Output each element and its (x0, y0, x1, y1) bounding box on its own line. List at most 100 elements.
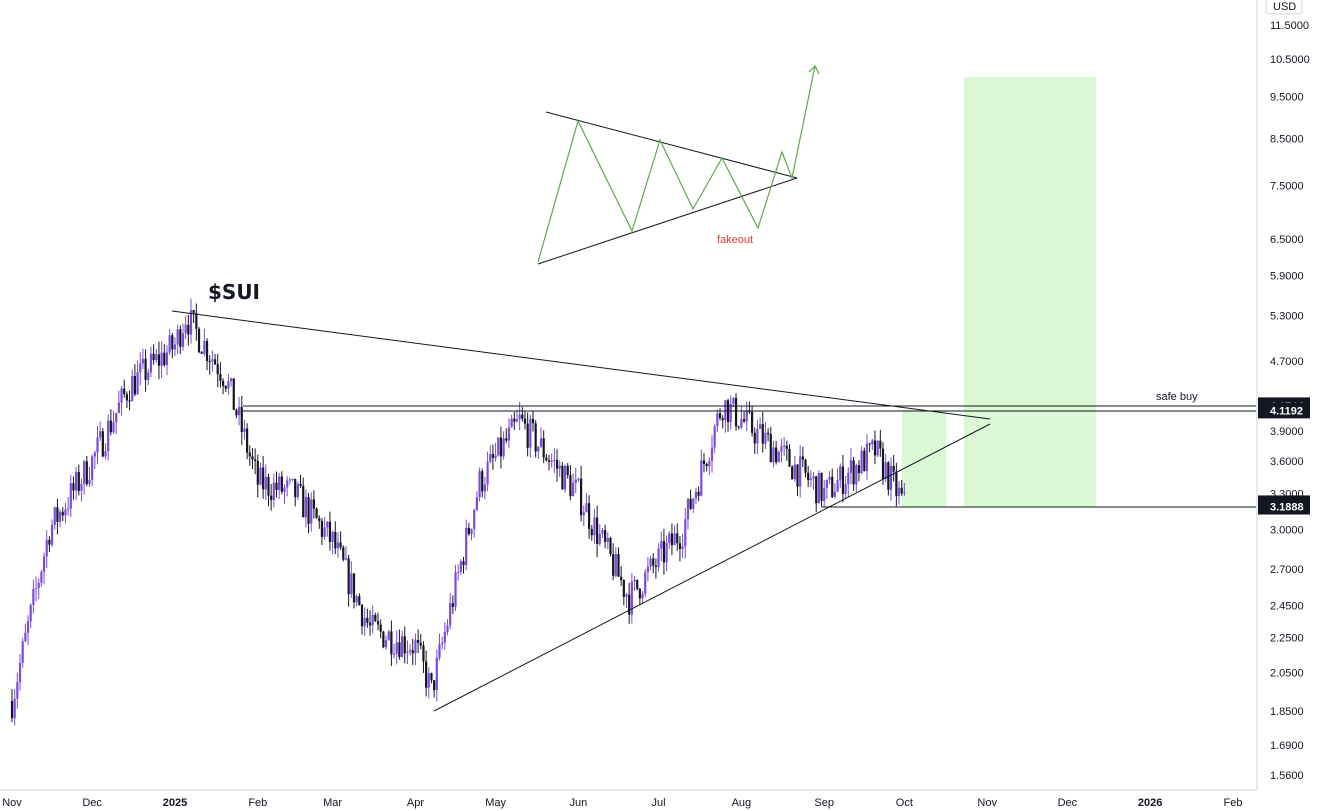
candle-body (742, 419, 746, 422)
candle-body (254, 459, 257, 461)
candle-body (83, 461, 86, 484)
candle-body (318, 518, 321, 522)
candle-body (537, 446, 540, 452)
candle-body (475, 497, 478, 510)
candle-body (900, 487, 903, 494)
candle-body (10, 700, 14, 719)
candle-body (470, 529, 473, 535)
candle-body (585, 503, 588, 513)
price-tick-label: 1.6900 (1270, 740, 1304, 752)
candle-body (732, 397, 735, 405)
candle-body (248, 452, 251, 457)
price-axis[interactable]: USD 11.5000 10.5000 9.5000 8.5000 7.5000 6.50… (1256, 0, 1310, 790)
candle-body (505, 438, 508, 441)
candle-body (272, 482, 275, 501)
candle-body (18, 662, 22, 683)
candle-body (181, 333, 185, 347)
candle-body (588, 503, 591, 529)
candle-body (323, 527, 326, 537)
candle-body (64, 509, 67, 516)
candle-body (144, 358, 147, 380)
candle-body (863, 450, 866, 472)
candle-body (681, 546, 684, 549)
candle-body (286, 480, 289, 488)
candle-body (881, 448, 885, 479)
candle-body (403, 636, 406, 654)
candle-body (521, 414, 524, 419)
candle-body (40, 571, 43, 583)
candle-body (612, 554, 615, 576)
time-tick-label: May (485, 797, 506, 809)
candle-body (820, 472, 823, 501)
candle-body (50, 524, 54, 545)
candle-body (550, 460, 553, 462)
candle-body (131, 376, 134, 402)
candle-body (569, 474, 572, 497)
candle-body (438, 644, 441, 658)
price-tick-label: 4.7000 (1270, 356, 1304, 368)
candle-body (622, 580, 625, 597)
candle-body (841, 466, 845, 494)
candle-body (756, 428, 759, 444)
candle-body (291, 478, 294, 480)
candle-body (825, 479, 828, 488)
candle-body (430, 673, 433, 681)
candle-body (636, 579, 639, 589)
candle-body (783, 445, 786, 447)
candle-body (761, 424, 764, 444)
candle-body (884, 462, 887, 479)
candle-body (716, 413, 719, 427)
candle-body (123, 388, 126, 395)
candle-body (176, 329, 179, 345)
candle-body (326, 521, 329, 528)
candle-body (310, 499, 313, 524)
candle-body (425, 661, 428, 688)
candle-body (515, 419, 519, 422)
candle-body (617, 554, 620, 577)
candle-body (88, 479, 91, 485)
candle-body (497, 437, 500, 456)
candle-body (347, 558, 350, 595)
candle-body (684, 519, 687, 547)
candle-body (213, 359, 217, 365)
candle-body (195, 312, 198, 329)
price-tick-label: 8.5000 (1270, 133, 1304, 145)
time-axis[interactable]: Nov Dec 2025 Feb Mar Apr May Jun Jul Aug Sep Oct Nov… (0, 789, 1257, 809)
candle-body (238, 406, 241, 416)
candle-body (419, 642, 422, 646)
candle-body (745, 410, 748, 422)
candle-body (598, 533, 601, 544)
candle-body (246, 428, 249, 453)
price-tick-label: 9.5000 (1270, 92, 1304, 104)
candle-body (473, 509, 476, 530)
candle-body (307, 497, 310, 524)
sketch-price-path (537, 65, 816, 263)
candle-body (251, 456, 254, 460)
candle-body (296, 483, 299, 498)
candle-body (360, 605, 364, 627)
candle-body (491, 453, 495, 458)
candle-body (139, 363, 142, 373)
candle-body (630, 581, 633, 615)
candle-body (801, 456, 804, 460)
candle-body (320, 521, 324, 537)
candle-body (96, 437, 99, 453)
candle-body (758, 424, 762, 429)
candle-body (868, 443, 871, 445)
candle-body (534, 423, 537, 452)
candle-body (427, 673, 430, 688)
candle-body (117, 402, 120, 413)
candle-body (638, 588, 641, 599)
candle-body (507, 427, 511, 441)
candle-body (670, 533, 674, 546)
target-zone (964, 77, 1096, 507)
candle-body (382, 631, 385, 648)
candle-body (376, 621, 380, 625)
candle-body (545, 457, 548, 461)
candle-body (299, 483, 302, 486)
candle-body (80, 483, 83, 491)
candle-body (368, 622, 372, 626)
time-tick-label: Dec (82, 797, 102, 809)
candle-body (451, 603, 454, 607)
